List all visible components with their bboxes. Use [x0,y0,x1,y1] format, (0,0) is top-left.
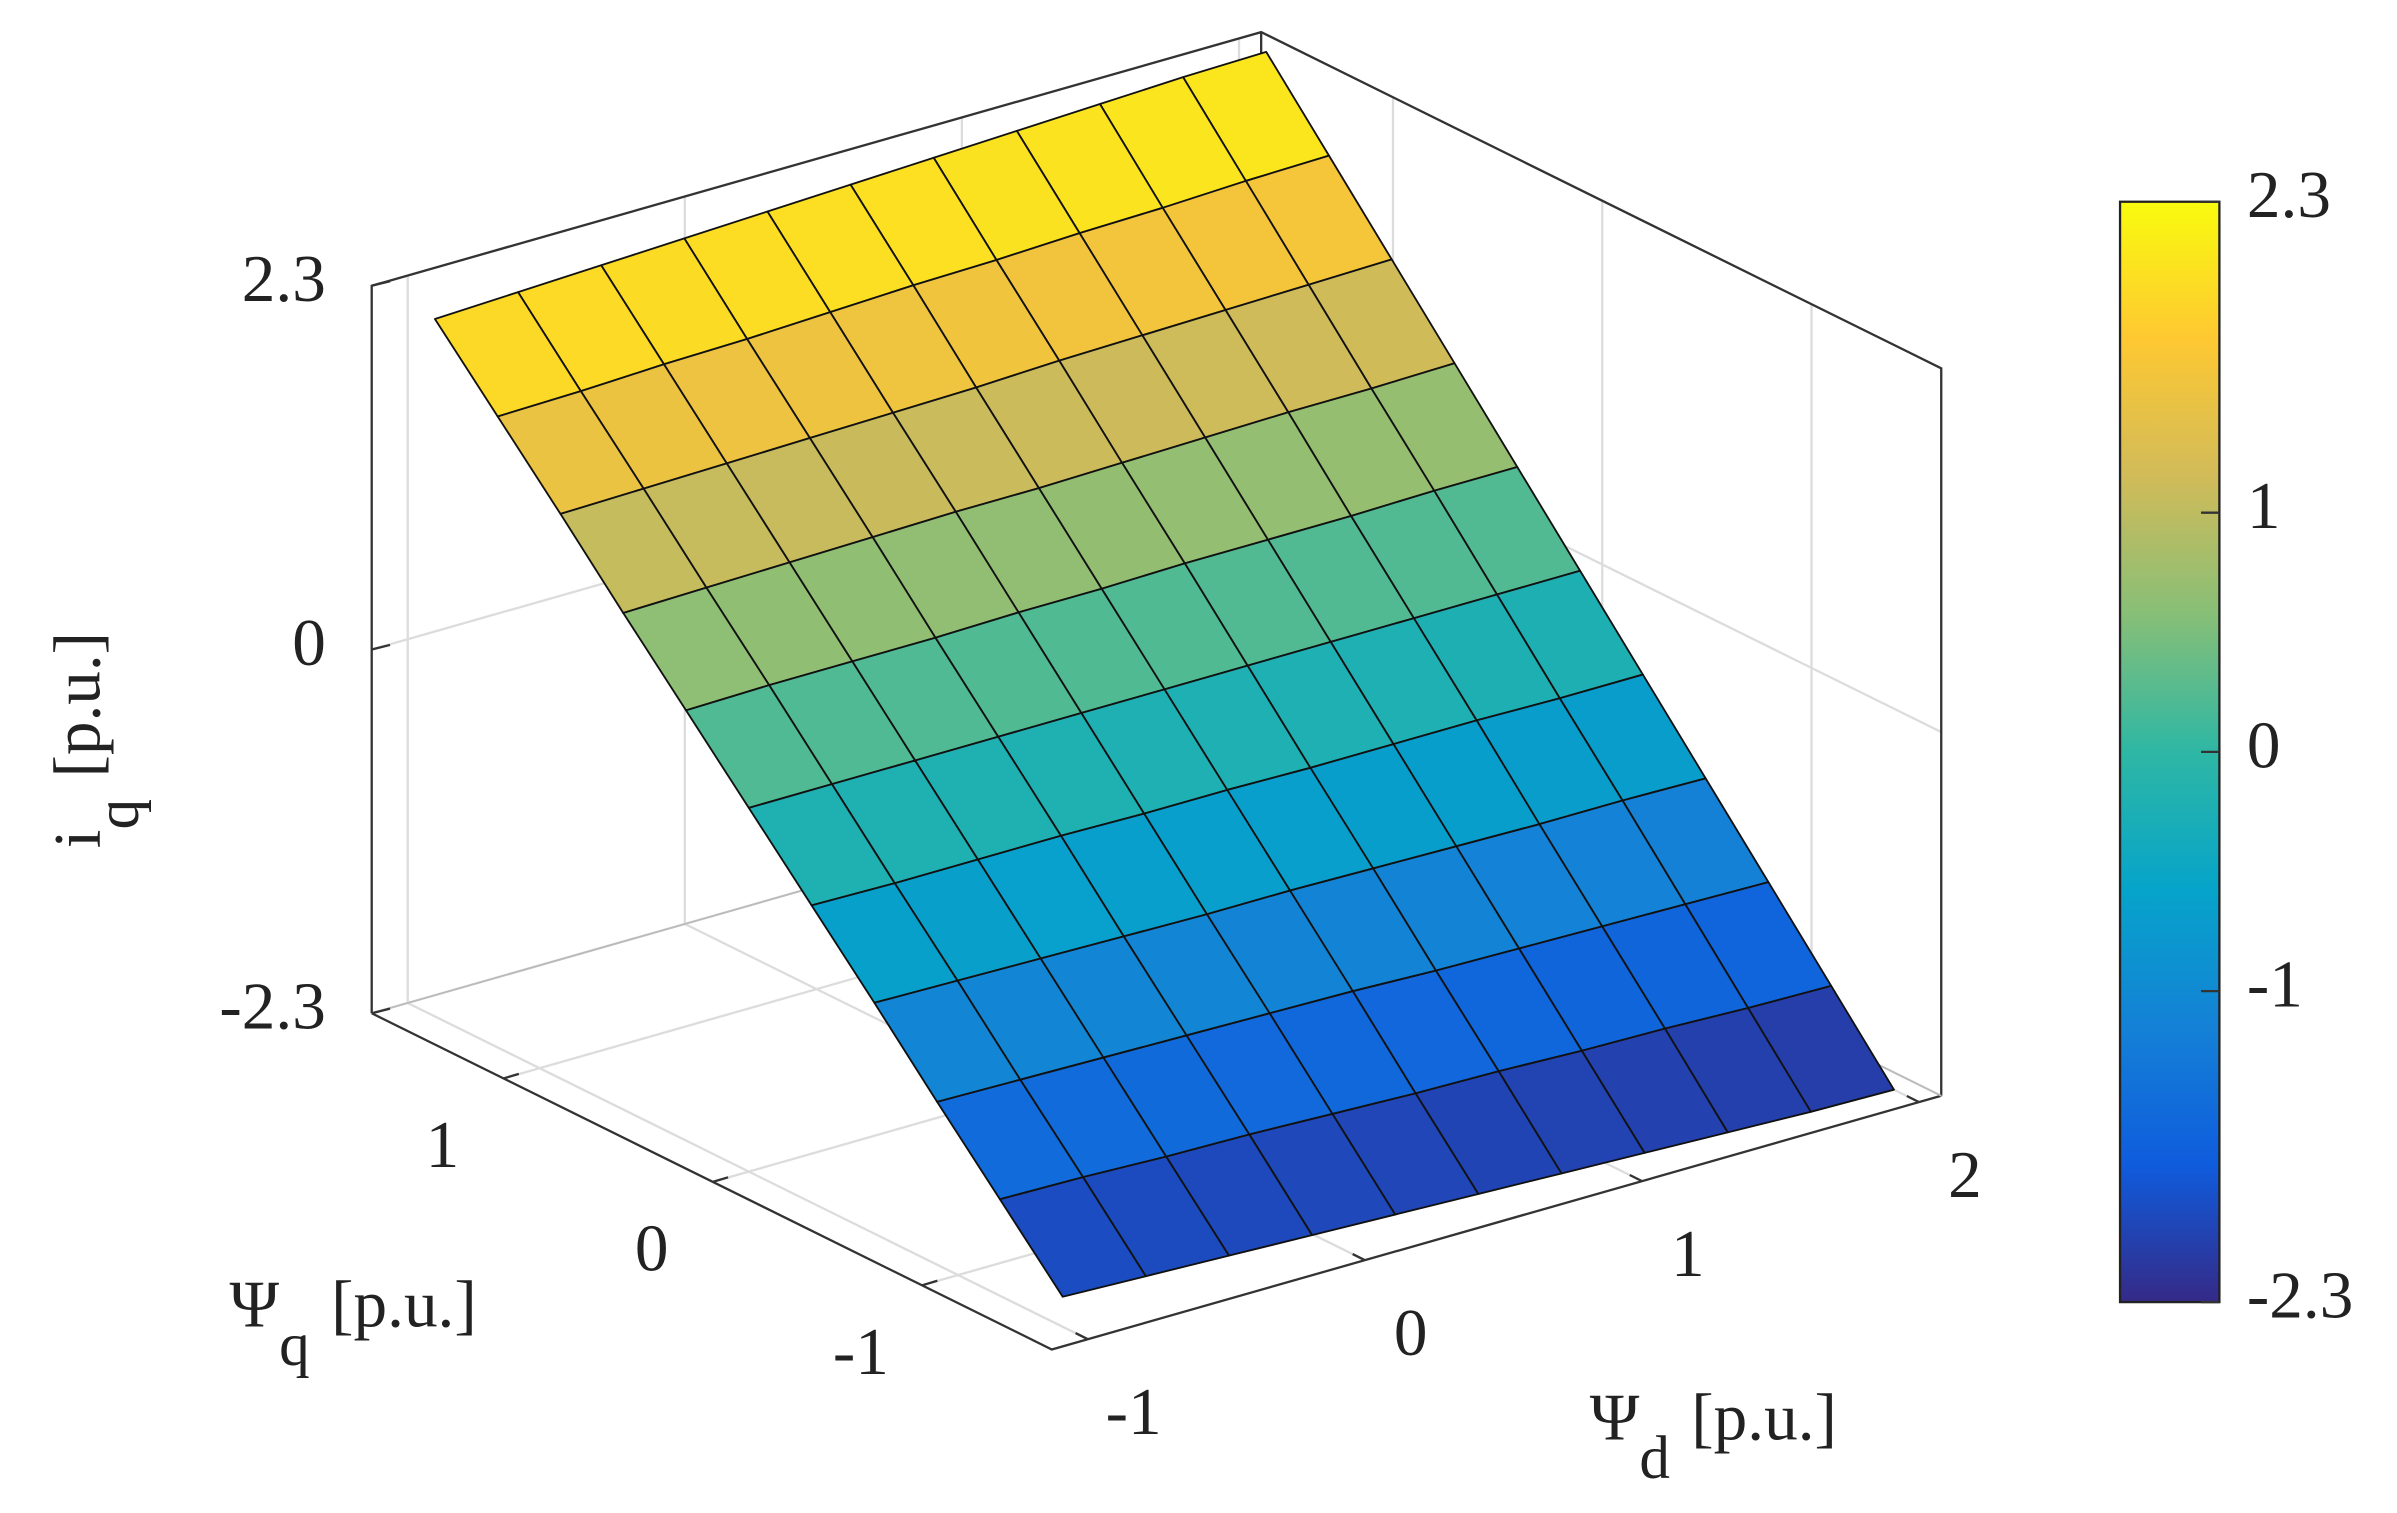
y-label-unit: [p.u.] [331,1267,477,1342]
y-tick [921,1279,938,1287]
colorbar-tick-label: 0 [2247,707,2281,782]
y-tick-label: 1 [426,1107,460,1182]
x-tick [1075,1332,1089,1341]
x-axis-label: Ψd [p.u.] [1590,1380,1837,1492]
x-label-unit: [p.u.] [1691,1380,1837,1455]
x-tick-label: -1 [1106,1374,1162,1449]
colorbar-ticks: -2.3 -1 0 1 2.3 [2201,157,2353,1333]
surface-patch [999,1176,1147,1298]
colorbar-tick-label: -1 [2247,947,2303,1022]
z-label-unit: [p.u.] [40,632,115,778]
z-label-subscript: q [85,799,152,830]
y-tick-label: -1 [833,1314,889,1389]
axis-line [371,1012,1942,1351]
x-label-symbol: Ψ [1590,1380,1640,1455]
surface [434,50,1895,1298]
x-tick [1352,1253,1366,1262]
x-tick [1906,1094,1920,1104]
y-label-symbol: Ψ [230,1267,280,1342]
z-tick-label: 0 [292,605,326,680]
colorbar-tick-label: -2.3 [2247,1258,2353,1333]
y-tick-label: 0 [635,1211,669,1286]
colorbar-tick-label: 2.3 [2247,157,2331,232]
z-label-symbol: i [40,830,115,849]
x-tick-label: 2 [1948,1137,1982,1212]
y-label-subscript: q [279,1312,310,1379]
z-tick [371,280,391,287]
y-axis-label: Ψq [p.u.] [230,1267,477,1379]
z-tick [371,1007,391,1015]
x-tick-label: 1 [1671,1216,1705,1291]
labels: Ψd[p.u.] Ψq[p.u.] iq[p.u.] [40,632,1837,1492]
y-tick [503,1072,520,1080]
z-axis-label: iq [p.u.] [40,632,152,848]
x-label-subscript: d [1639,1425,1670,1492]
x-tick [1629,1173,1643,1183]
x-tick-label: 0 [1394,1295,1428,1370]
z-tick [371,643,391,651]
z-tick-label: -2.3 [219,969,325,1044]
z-tick-label: 2.3 [242,241,326,316]
y-tick [712,1176,729,1183]
colorbar-tick-label: 1 [2247,468,2281,543]
